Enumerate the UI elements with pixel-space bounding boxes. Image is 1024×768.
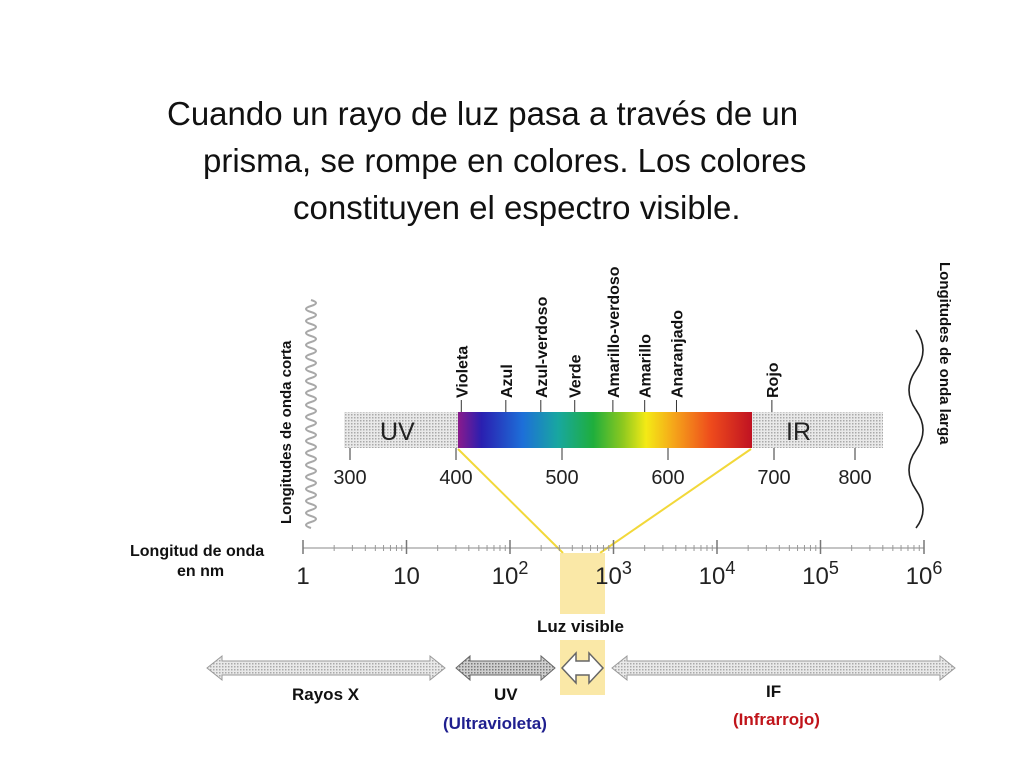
color-label: Verde [568, 354, 585, 398]
spectrum-tick-label: 800 [838, 467, 871, 489]
if-band-arrow [611, 654, 956, 682]
spectrum-axis: 300 400 500 600 700 800 [333, 448, 872, 489]
color-label: Violeta [454, 346, 471, 398]
log-tick-label: 104 [699, 558, 736, 590]
color-label: Anaranjado [669, 310, 686, 398]
spectrum-tick-label: 500 [545, 467, 578, 489]
color-label: Amarillo [638, 334, 655, 398]
long-wave-icon [908, 329, 924, 529]
spectrum-tick-label: 300 [333, 467, 366, 489]
spectrum-tick-label: 400 [439, 467, 472, 489]
spectrum-tick-label: 700 [757, 467, 790, 489]
log-tick-label: 1 [296, 563, 309, 590]
color-label: Amarillo-verdoso [606, 266, 623, 398]
log-tick-label: 105 [802, 558, 839, 590]
if-band-sublabel: (Infrarrojo) [733, 710, 820, 729]
visible-highlight [560, 553, 605, 614]
long-wavelength-label: Longitudes de onda larga [936, 262, 953, 445]
connector-left [457, 448, 564, 554]
uv-region [344, 412, 458, 448]
log-tick-label: 103 [595, 558, 632, 590]
xray-label: Rayos X [292, 685, 360, 704]
log-tick-label: 102 [492, 558, 529, 590]
title-line-2: prisma, se rompe en colores. Los colores [203, 142, 807, 179]
color-label: Azul [499, 364, 516, 398]
color-labels: Violeta Azul Azul-verdoso Verde Amarillo-ver… [454, 266, 782, 412]
uv-band-arrow [455, 654, 556, 682]
log-tick-label: 106 [906, 558, 943, 590]
title-line-3: constituyen el espectro visible. [293, 189, 741, 226]
log-tick-label: 10 [393, 563, 420, 590]
spectrum-tick-label: 600 [651, 467, 684, 489]
uv-band-label: UV [494, 685, 518, 704]
color-label: Rojo [765, 362, 782, 398]
uv-region-label: UV [380, 418, 415, 446]
xray-band-arrow [206, 654, 446, 682]
short-wave-icon [305, 299, 317, 529]
color-label: Azul-verdoso [534, 296, 551, 398]
visible-spectrum-bar [458, 412, 752, 448]
short-wavelength-label: Longitudes de onda corta [278, 340, 295, 524]
wavelength-axis-label-2: en nm [177, 563, 224, 580]
log-scale: 1 10 102 103 104 105 106 [296, 540, 942, 590]
uv-band-sublabel: (Ultravioleta) [443, 714, 547, 733]
ir-region-label: IR [786, 418, 811, 446]
connector-right [599, 448, 752, 554]
wavelength-axis-label-1: Longitud de onda [130, 543, 264, 560]
ir-region [752, 412, 883, 448]
visible-band-arrow [560, 651, 605, 685]
if-band-label: IF [766, 682, 781, 701]
title-line-1: Cuando un rayo de luz pasa a través de u… [167, 95, 799, 132]
visible-light-label: Luz visible [537, 617, 624, 636]
